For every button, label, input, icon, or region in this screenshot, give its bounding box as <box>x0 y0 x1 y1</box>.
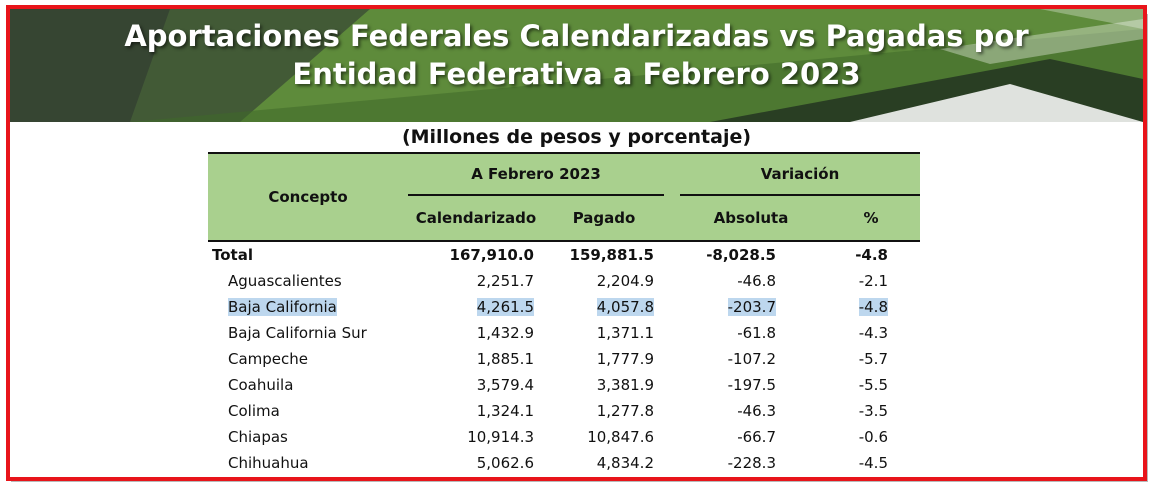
row-pagado: 4,834.2 <box>596 454 654 472</box>
total-row[interactable]: Total 167,910.0 159,881.5 -8,028.5 -4.8 <box>208 241 920 268</box>
header-spacer <box>664 153 680 195</box>
row-absoluta: -228.3 <box>727 454 776 472</box>
table-subtitle: (Millones de pesos y porcentaje) <box>401 126 752 148</box>
total-pagado: 159,881.5 <box>569 246 654 264</box>
table-row[interactable]: Aguascalientes 2,251.7 2,204.9 -46.8 -2.… <box>208 268 920 294</box>
header-spacer-2 <box>664 195 680 241</box>
row-concepto: Campeche <box>228 350 309 368</box>
row-pct: -2.1 <box>858 272 888 290</box>
row-absoluta: -107.2 <box>727 350 776 368</box>
row-pct: -0.6 <box>858 428 888 446</box>
row-pct: -4.5 <box>858 454 888 472</box>
title-line-1: Aportaciones Federales Calendarizadas vs… <box>124 19 1029 53</box>
row-pagado: 10,847.6 <box>587 428 654 446</box>
row-calendarizado: 2,251.7 <box>476 272 534 290</box>
row-pagado: 1,777.9 <box>596 350 654 368</box>
total-label: Total <box>212 246 253 264</box>
row-concepto: Baja California <box>228 298 337 316</box>
col-header-absoluta: Absoluta <box>680 195 822 241</box>
row-concepto: Coahuila <box>228 376 294 394</box>
header-row-2: Calendarizado Pagado Absoluta % <box>208 195 920 241</box>
row-absoluta: -66.7 <box>737 428 776 446</box>
total-calendarizado: 167,910.0 <box>449 246 534 264</box>
row-calendarizado: 4,261.5 <box>476 298 534 316</box>
row-absoluta: -203.7 <box>727 298 776 316</box>
aportaciones-table: Concepto A Febrero 2023 Variación Calend… <box>208 152 920 476</box>
row-concepto: Chiapas <box>228 428 288 446</box>
table-row-selected[interactable]: Baja California 4,261.5 4,057.8 -203.7 -… <box>208 294 920 320</box>
row-absoluta: -61.8 <box>737 324 776 342</box>
row-pct: -4.3 <box>858 324 888 342</box>
col-header-pct: % <box>822 195 920 241</box>
page-title: Aportaciones Federales Calendarizadas vs… <box>10 17 1143 93</box>
row-pct: -5.7 <box>858 350 888 368</box>
row-pagado: 2,204.9 <box>596 272 654 290</box>
table-row[interactable]: Chiapas 10,914.3 10,847.6 -66.7 -0.6 <box>208 424 920 450</box>
row-pagado: 1,371.1 <box>596 324 654 342</box>
row-concepto: Aguascalientes <box>228 272 342 290</box>
row-calendarizado: 1,324.1 <box>476 402 534 420</box>
col-header-pagado: Pagado <box>544 195 664 241</box>
row-concepto: Chihuahua <box>228 454 309 472</box>
row-pagado: 3,381.9 <box>596 376 654 394</box>
title-line-2: Entidad Federativa a Febrero 2023 <box>292 57 861 91</box>
row-calendarizado: 5,062.6 <box>476 454 534 472</box>
title-banner: Aportaciones Federales Calendarizadas vs… <box>10 9 1143 122</box>
row-calendarizado: 3,579.4 <box>476 376 534 394</box>
concept-header: Concepto <box>208 153 408 242</box>
row-calendarizado: 1,885.1 <box>476 350 534 368</box>
row-pct: -4.8 <box>858 298 888 316</box>
group-header-variacion: Variación <box>680 153 920 196</box>
row-calendarizado: 1,432.9 <box>476 324 534 342</box>
total-pct: -4.8 <box>855 246 888 264</box>
table-row[interactable]: Baja California Sur 1,432.9 1,371.1 -61.… <box>208 320 920 346</box>
row-concepto: Colima <box>228 402 280 420</box>
row-pagado: 1,277.8 <box>596 402 654 420</box>
row-calendarizado: 10,914.3 <box>467 428 534 446</box>
total-absoluta: -8,028.5 <box>706 246 776 264</box>
banner-background <box>10 9 1143 122</box>
header-row-1: Concepto A Febrero 2023 Variación <box>208 153 920 242</box>
col-header-calendarizado: Calendarizado <box>408 195 544 241</box>
group-header-febrero: A Febrero 2023 <box>408 153 664 196</box>
table-row[interactable]: Chihuahua 5,062.6 4,834.2 -228.3 -4.5 <box>208 450 920 476</box>
table-row[interactable]: Campeche 1,885.1 1,777.9 -107.2 -5.7 <box>208 346 920 372</box>
row-concepto: Baja California Sur <box>228 324 367 342</box>
table-row[interactable]: Colima 1,324.1 1,277.8 -46.3 -3.5 <box>208 398 920 424</box>
row-pct: -5.5 <box>858 376 888 394</box>
row-absoluta: -197.5 <box>727 376 776 394</box>
row-pagado: 4,057.8 <box>596 298 654 316</box>
table-row[interactable]: Coahuila 3,579.4 3,381.9 -197.5 -5.5 <box>208 372 920 398</box>
slide-frame: Aportaciones Federales Calendarizadas vs… <box>6 5 1147 481</box>
row-absoluta: -46.8 <box>737 272 776 290</box>
row-pct: -3.5 <box>858 402 888 420</box>
row-absoluta: -46.3 <box>737 402 776 420</box>
